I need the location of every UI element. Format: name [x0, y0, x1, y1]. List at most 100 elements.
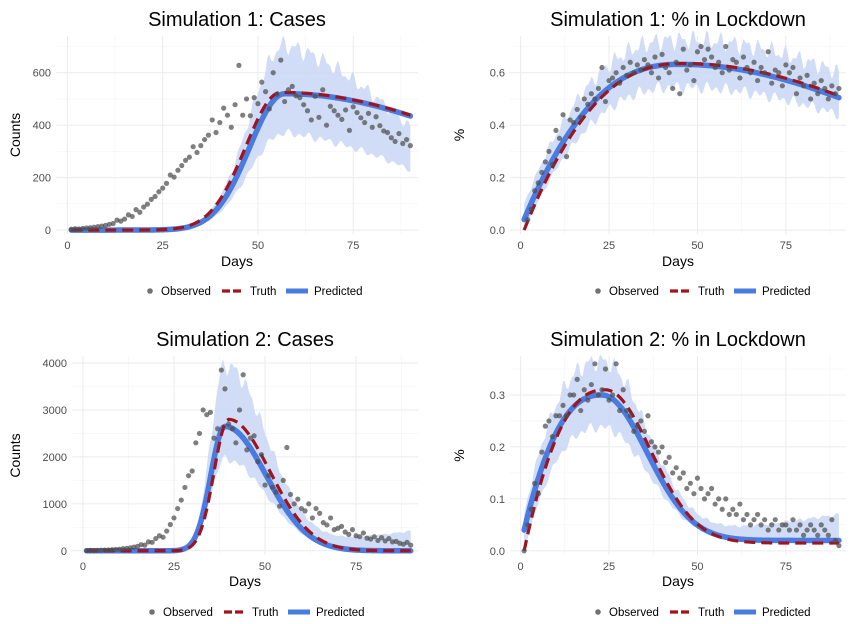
p1-observed-point [323, 122, 330, 128]
p4-x-tick-label: 25 [603, 561, 615, 573]
p1-observed-point [270, 70, 276, 76]
p1-x-tick-label: 25 [157, 240, 169, 252]
p4-observed-point [648, 439, 655, 445]
p1-observed-point [304, 108, 311, 114]
p4-observed-point [705, 491, 711, 497]
p4-observed-point [825, 532, 831, 538]
p2-observed-point [609, 75, 616, 81]
p4-observed-point [666, 454, 672, 460]
p4-observed-point [659, 444, 665, 450]
p1-observed-point [198, 143, 204, 149]
p1-observed-point [316, 114, 322, 120]
p4-observed-point [811, 527, 817, 533]
p1-observed-point [91, 224, 97, 230]
p3-observed-point [211, 435, 217, 441]
p2-observed-point [525, 216, 531, 223]
p1-observed-point [247, 113, 253, 119]
p4-observed-point [609, 392, 616, 398]
p3-legend-observed-label: Observed [163, 607, 213, 619]
p4-observed-point [624, 407, 630, 414]
p1-observed-point [228, 124, 234, 130]
p2-observed-point [613, 70, 619, 76]
p2-y-axis-label: % [451, 129, 467, 141]
p3-observed-point [193, 440, 199, 446]
chart-sim2-lockdown: 0 25 50 75 0.0 0.1 0.2 0.3 Simulation 2: % in Lo… [451, 329, 846, 619]
p2-observed-points [525, 43, 842, 223]
panel-sim2-cases: 0 25 50 75 0 1000 2000 3000 4000 Simulation 2: Ca… [0, 312, 428, 624]
p4-legend-truth-label: Truth [698, 607, 724, 619]
p4-observed-point [800, 532, 807, 538]
p4-legend-predicted-label: Predicted [762, 607, 811, 619]
p3-legend: Observed Truth Predicted [149, 607, 365, 619]
p4-observed-point [691, 491, 697, 497]
p3-legend-truth-label: Truth [252, 607, 278, 619]
p2-observed-point [737, 75, 743, 81]
p1-observed-point [320, 87, 326, 93]
p2-observed-point [723, 43, 729, 50]
p2-observed-point [815, 91, 821, 97]
p2-observed-point [825, 96, 831, 102]
p2-observed-point [779, 83, 785, 89]
p4-observed-point [783, 522, 789, 528]
p2-x-tick-label: 50 [691, 240, 703, 252]
p4-observed-point [709, 485, 715, 492]
p3-observed-point [102, 547, 108, 553]
p2-y-tick-label: 0.0 [490, 225, 505, 237]
p2-observed-point [818, 77, 824, 84]
p1-observed-point [388, 135, 394, 141]
p3-observed-point [185, 473, 192, 479]
p3-observed-point [218, 367, 224, 373]
p1-observed-point [335, 112, 341, 118]
p1-observed-point [373, 114, 379, 120]
p4-observed-point [677, 475, 683, 481]
p2-observed-point [758, 64, 764, 71]
p1-x-tick-label: 75 [347, 240, 359, 252]
p3-observed-point [207, 409, 213, 415]
p3-observed-point [160, 534, 166, 540]
p4-observed-point [588, 381, 594, 388]
p4-observed-point [758, 522, 764, 528]
p2-observed-point [698, 43, 704, 50]
p2-observed-point [680, 46, 686, 52]
p3-x-tick-label: 0 [80, 561, 86, 573]
p1-observed-point [163, 180, 170, 186]
p4-observed-point [528, 506, 534, 512]
panel-sim1-lockdown: 0 25 50 75 0.0 0.2 0.4 0.6 Simulation 1: % in Lo… [428, 0, 856, 312]
p4-observed-point [670, 470, 676, 476]
p1-observed-point [407, 143, 413, 149]
p2-observed-point [772, 67, 778, 73]
p1-observed-point [251, 95, 257, 101]
p3-observed-point [215, 426, 221, 432]
p1-observed-point [301, 102, 307, 108]
p3-observed-point [255, 459, 261, 465]
p1-observed-point [205, 132, 212, 138]
p4-observed-point [525, 522, 531, 528]
p1-title: Simulation 1: Cases [148, 9, 326, 31]
p2-observed-point [648, 70, 655, 76]
p2-observed-point [599, 64, 605, 71]
p1-y-tick-label: 200 [33, 173, 51, 185]
p1-observed-point [403, 136, 410, 143]
p2-observed-point [556, 135, 563, 141]
p3-x-axis-label: Days [229, 573, 261, 589]
p1-observed-point [339, 116, 345, 122]
p4-observed-point [719, 506, 725, 512]
p3-observed-point [251, 433, 257, 439]
p3-observed-point [280, 477, 286, 483]
p1-observed-point [167, 172, 173, 178]
p2-observed-point [744, 64, 750, 71]
p2-observed-point [793, 91, 800, 97]
p2-observed-point [811, 80, 817, 86]
p1-observed-point [133, 207, 139, 213]
p1-observed-point [384, 129, 391, 136]
p3-observed-point [200, 407, 206, 413]
p3-observed-point [262, 482, 268, 488]
p2-observed-point [730, 57, 736, 63]
p3-observed-point [327, 515, 334, 521]
p1-observed-point [190, 144, 196, 150]
p1-truth-line [71, 90, 411, 232]
p2-y-tick-label: 0.6 [490, 68, 505, 80]
p4-observed-point [733, 511, 739, 518]
p1-observed-point [308, 117, 314, 123]
p4-observed-point [613, 361, 619, 367]
